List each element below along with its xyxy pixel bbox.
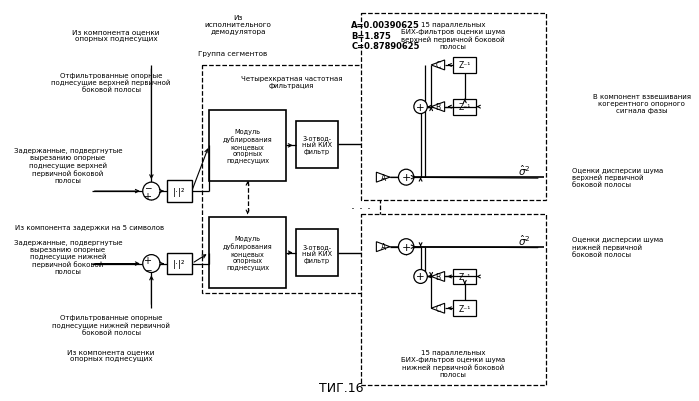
Text: |·|²: |·|²: [173, 259, 185, 268]
Text: Модуль
дублирования
концевых
опорных
поднесущих: Модуль дублирования концевых опорных под…: [223, 129, 273, 164]
Polygon shape: [431, 304, 445, 314]
Text: A=0.00390625
B=1.875
C=0.87890625: A=0.00390625 B=1.875 C=0.87890625: [352, 21, 420, 51]
Polygon shape: [431, 272, 445, 282]
Text: 3-отвод-
ный КИХ
фильтр: 3-отвод- ный КИХ фильтр: [302, 243, 332, 263]
Text: C: C: [435, 61, 440, 70]
Bar: [296, 121, 338, 169]
Text: $\hat{\sigma}^2$: $\hat{\sigma}^2$: [518, 164, 531, 178]
Text: Отфильтрованные опорные
поднесущие нижней первичной
боковой полосы: Отфильтрованные опорные поднесущие нижне…: [52, 314, 170, 335]
Text: +: +: [401, 242, 411, 252]
Bar: [361, 14, 546, 201]
Text: Из
исполнительного
демодулятора: Из исполнительного демодулятора: [205, 15, 271, 35]
Circle shape: [414, 100, 427, 114]
Text: · · ·: · · ·: [351, 203, 371, 216]
Text: +: +: [417, 102, 425, 112]
Text: Четырехкратная частотная
фильтрация: Четырехкратная частотная фильтрация: [240, 76, 342, 89]
Text: B: B: [435, 103, 440, 112]
Bar: [453, 58, 476, 74]
Text: +: +: [417, 272, 425, 282]
Bar: [209, 110, 286, 182]
Text: Из компонента оценки
опорных поднесущих: Из компонента оценки опорных поднесущих: [67, 348, 154, 361]
Polygon shape: [376, 242, 390, 252]
Text: +: +: [143, 192, 151, 202]
Text: Z⁻¹: Z⁻¹: [459, 103, 471, 112]
Polygon shape: [376, 173, 390, 183]
Polygon shape: [431, 102, 445, 112]
Text: +: +: [401, 173, 411, 183]
Text: B: B: [435, 272, 440, 281]
Bar: [209, 217, 286, 289]
Circle shape: [414, 270, 427, 284]
Text: Из компонента задержки на 5 символов: Из компонента задержки на 5 символов: [15, 224, 164, 230]
Text: Оценки дисперсии шума
нижней первичной
боковой полосы: Оценки дисперсии шума нижней первичной б…: [572, 237, 664, 257]
Text: Z⁻¹: Z⁻¹: [459, 61, 471, 70]
Text: 3-отвод-
ный КИХ
фильтр: 3-отвод- ный КИХ фильтр: [302, 135, 332, 155]
Text: $\hat{\sigma}^2$: $\hat{\sigma}^2$: [518, 233, 531, 247]
Text: |·|²: |·|²: [173, 187, 185, 196]
Text: +: +: [143, 255, 151, 265]
Polygon shape: [431, 61, 445, 71]
Bar: [167, 253, 192, 275]
Text: ΤИГ.16: ΤИГ.16: [319, 381, 363, 394]
Text: A: A: [380, 173, 386, 182]
Text: −: −: [144, 183, 151, 192]
Bar: [453, 269, 476, 285]
Text: A: A: [380, 243, 386, 251]
Text: В компонент взвешивания
когерентного опорного
сигнала фазы: В компонент взвешивания когерентного опо…: [593, 93, 691, 113]
Text: C: C: [435, 304, 440, 313]
Text: Оценки дисперсии шума
верхней первичной
боковой полосы: Оценки дисперсии шума верхней первичной …: [572, 168, 664, 188]
Bar: [167, 181, 192, 203]
Text: −: −: [144, 264, 151, 273]
Text: Модуль
дублирования
концевых
опорных
поднесущих: Модуль дублирования концевых опорных под…: [223, 235, 273, 270]
Bar: [453, 99, 476, 115]
Text: Группа сегментов: Группа сегментов: [199, 51, 268, 57]
Text: Из компонента оценки
опорных поднесущих: Из компонента оценки опорных поднесущих: [72, 29, 159, 42]
Circle shape: [143, 255, 160, 273]
Circle shape: [143, 183, 160, 200]
Bar: [361, 215, 546, 385]
Text: 15 параллельных
БИХ-фильтров оценки шума
верхней первичной боковой
полосы: 15 параллельных БИХ-фильтров оценки шума…: [401, 22, 505, 50]
Text: Задержанные, подвергнутые
вырезанию опорные
поднесущие нижней
первичной боковой
: Задержанные, подвергнутые вырезанию опор…: [13, 239, 122, 275]
Text: 15 параллельных
БИХ-фильтров оценки шума
нижней первичной боковой
полосы: 15 параллельных БИХ-фильтров оценки шума…: [401, 349, 505, 377]
Circle shape: [398, 239, 414, 255]
Text: Отфильтрованные опорные
поднесущие верхней первичной
боковой полосы: Отфильтрованные опорные поднесущие верхн…: [51, 73, 171, 93]
Bar: [296, 229, 338, 277]
Circle shape: [398, 170, 414, 186]
Bar: [453, 301, 476, 316]
Text: Z⁻¹: Z⁻¹: [459, 272, 471, 281]
Text: Задержанные, подвергнутые
вырезанию опорные
поднесущие верхней
первичной боковой: Задержанные, подвергнутые вырезанию опор…: [13, 148, 122, 184]
Text: Z⁻¹: Z⁻¹: [459, 304, 471, 313]
Bar: [202, 66, 380, 294]
